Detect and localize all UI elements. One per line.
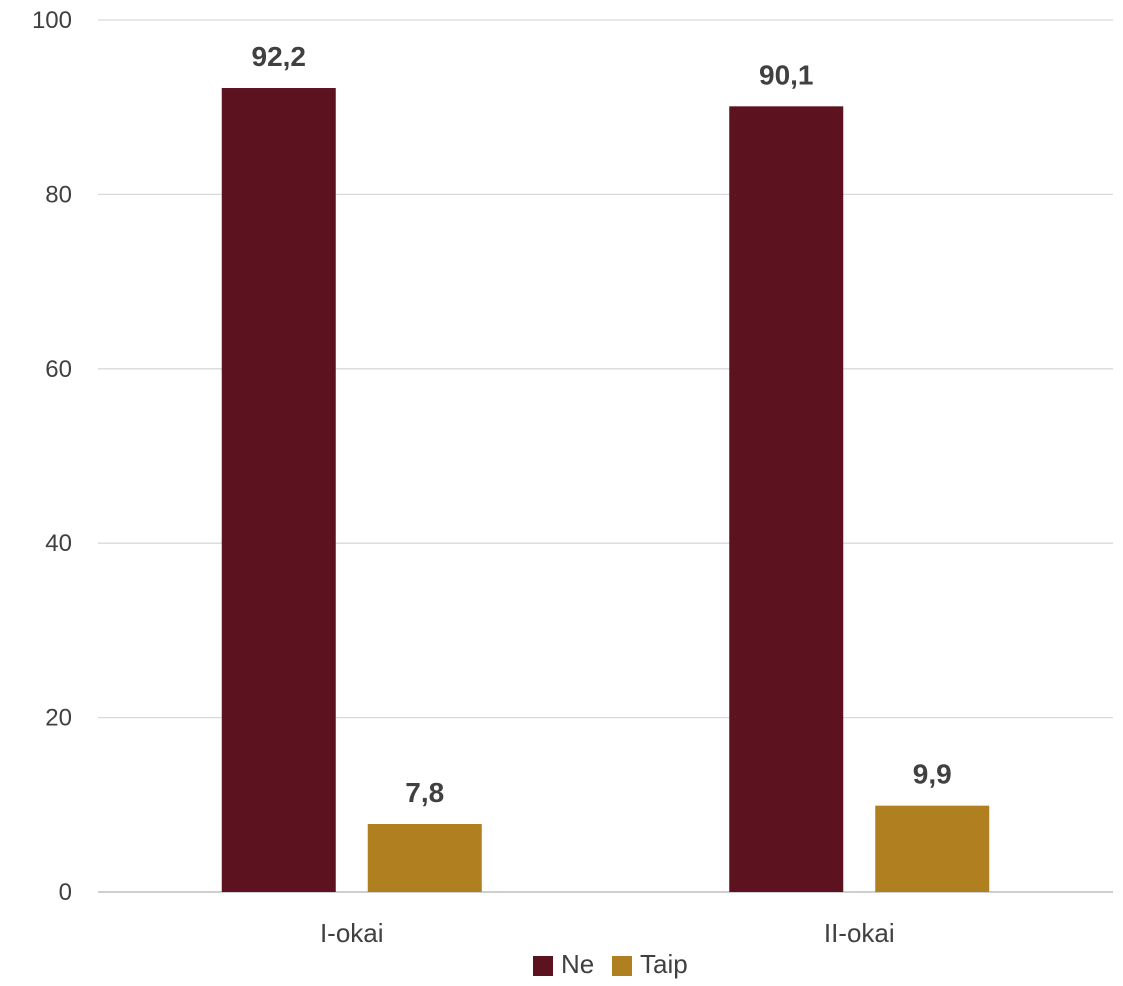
y-axis-ticks: 0 20 40 60 80 100 (32, 7, 72, 906)
x-axis-categories: I-okai II-okai (320, 918, 895, 948)
data-label: 92,2 (252, 41, 307, 72)
legend-swatch-taip (612, 956, 632, 976)
data-label: 90,1 (759, 59, 814, 90)
legend: Ne Taip (533, 949, 688, 979)
y-tick-label: 80 (45, 181, 72, 208)
bar-taip-1 (367, 823, 482, 892)
y-tick-label: 40 (45, 530, 72, 557)
y-tick-label: 60 (45, 356, 72, 383)
x-category-label: I-okai (320, 918, 384, 948)
legend-swatch-ne (533, 956, 553, 976)
bar-ne-1 (221, 88, 336, 893)
y-tick-label: 0 (59, 879, 72, 906)
data-label: 9,9 (913, 759, 952, 790)
bar-taip-2 (875, 805, 990, 892)
data-label: 7,8 (405, 777, 444, 808)
legend-label-ne: Ne (561, 949, 594, 979)
x-category-label: II-okai (824, 918, 895, 948)
y-tick-label: 20 (45, 705, 72, 732)
y-tick-label: 100 (32, 7, 72, 34)
data-labels: 92,2 7,8 90,1 9,9 (252, 41, 952, 808)
bars (221, 88, 990, 893)
bar-ne-2 (729, 106, 844, 892)
legend-label-taip: Taip (640, 949, 688, 979)
